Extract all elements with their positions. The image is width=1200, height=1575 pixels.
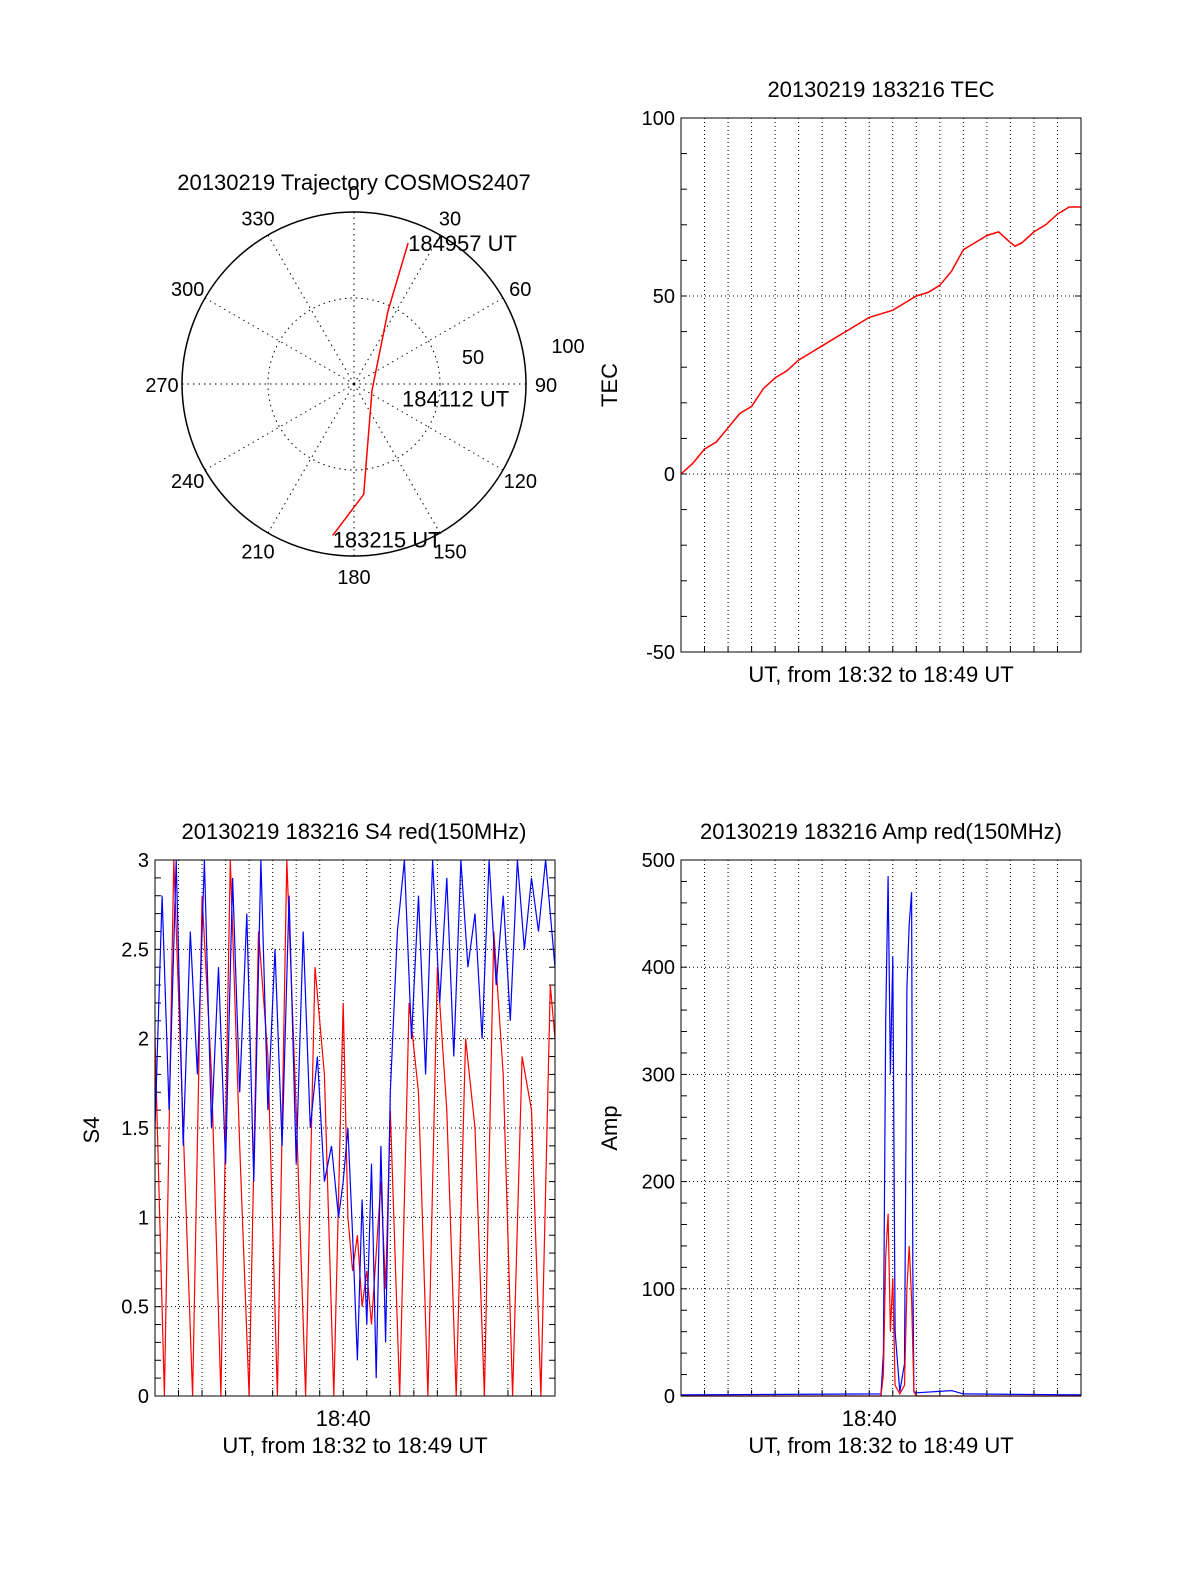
amp-red-series-line xyxy=(681,1213,1081,1397)
polar-spoke xyxy=(353,234,441,385)
amp-y-label: Amp xyxy=(597,1105,622,1150)
s4-y-tick-label: 3 xyxy=(138,850,149,872)
tec-series-line xyxy=(680,206,1081,475)
amp-y-tick-label: 400 xyxy=(642,957,675,979)
s4-y-label: S4 xyxy=(79,1117,104,1144)
polar-spoke xyxy=(267,234,355,385)
amp-x-tick-label: 18:40 xyxy=(842,1406,897,1431)
polar-azimuth-label: 300 xyxy=(171,279,204,301)
amp-title: 20130219 183216 Amp red(150MHz) xyxy=(700,819,1062,844)
s4-y-tick-label: 2 xyxy=(138,1029,149,1051)
polar-azimuth-label: 60 xyxy=(509,279,531,301)
s4-x-label: UT, from 18:32 to 18:49 UT xyxy=(222,1433,487,1458)
amp-plot-frame xyxy=(680,859,1082,1397)
polar-spoke xyxy=(353,383,504,471)
s4-plot-frame xyxy=(154,859,556,1397)
s4-y-tick-label: 0 xyxy=(138,1386,149,1408)
amp-y-tick-label: 300 xyxy=(642,1064,675,1086)
s4-y-tick-label: 1.5 xyxy=(121,1118,149,1140)
tec-y-tick-label: 50 xyxy=(653,286,675,308)
amp-y-tick-label: 200 xyxy=(642,1172,675,1194)
polar-grid xyxy=(181,211,527,557)
polar-azimuth-labels: 0 30 60 90 120 150 180 210 240 270 300 330 xyxy=(145,183,557,589)
s4-title: 20130219 183216 S4 red(150MHz) xyxy=(182,819,527,844)
amp-y-tick-label: 100 xyxy=(642,1279,675,1301)
s4-y-tick-labels: 0 0.5 1 1.5 2 2.5 3 xyxy=(121,850,149,1408)
s4-y-tick-label: 1 xyxy=(138,1207,149,1229)
polar-radial-label-50: 50 xyxy=(462,347,484,369)
tec-y-tick-label: 0 xyxy=(664,464,675,486)
polar-spoke xyxy=(353,297,504,385)
polar-azimuth-label: 270 xyxy=(145,375,178,397)
amp-grid xyxy=(681,860,1081,1396)
polar-title: 20130219 Trajectory COSMOS2407 xyxy=(177,170,530,195)
s4-y-tick-label: 2.5 xyxy=(121,939,149,961)
polar-panel: 20130219 Trajectory COSMOS2407 0 30 60 90 12… xyxy=(145,170,584,589)
tec-title: 20130219 183216 TEC xyxy=(767,77,994,102)
polar-inner-circle xyxy=(267,297,441,471)
tec-panel: 20130219 183216 TEC -50 0 50 100 UT, from 1… xyxy=(597,77,1082,687)
s4-x-tick-label: 18:40 xyxy=(316,1406,371,1431)
amp-panel: 20130219 183216 Amp red(150MHz) 0 100 200 3… xyxy=(597,819,1082,1458)
trajectory-start-label: 183215 UT xyxy=(333,527,442,552)
polar-azimuth-label: 0 xyxy=(348,183,359,205)
s4-grid xyxy=(155,860,555,1396)
tec-y-tick-label: -50 xyxy=(646,642,675,664)
polar-azimuth-label: 30 xyxy=(439,209,461,231)
tec-plot-frame xyxy=(680,117,1082,653)
polar-azimuth-label: 240 xyxy=(171,471,204,493)
polar-spoke xyxy=(267,383,355,534)
s4-panel: 20130219 183216 S4 red(150MHz) 0 0.5 1 1.5 2… xyxy=(79,819,556,1458)
polar-azimuth-label: 330 xyxy=(241,209,274,231)
s4-blue-series-line xyxy=(154,859,556,1379)
polar-spoke xyxy=(204,383,355,471)
tec-x-label: UT, from 18:32 to 18:49 UT xyxy=(748,662,1013,687)
amp-blue-series-line xyxy=(680,876,1082,1396)
tec-y-tick-labels: -50 0 50 100 xyxy=(642,108,675,664)
polar-spoke xyxy=(353,383,441,534)
polar-azimuth-label: 120 xyxy=(504,471,537,493)
tec-y-label: TEC xyxy=(597,363,622,407)
polar-azimuth-label: 180 xyxy=(337,567,370,589)
trajectory-end-label: 184957 UT xyxy=(408,231,517,256)
s4-y-tick-label: 0.5 xyxy=(121,1297,149,1319)
amp-x-label: UT, from 18:32 to 18:49 UT xyxy=(748,1433,1013,1458)
amp-y-tick-label: 500 xyxy=(642,850,675,872)
amp-y-tick-label: 0 xyxy=(664,1386,675,1408)
polar-azimuth-label: 90 xyxy=(535,375,557,397)
polar-azimuth-label: 210 xyxy=(241,541,274,563)
polar-radial-label-100: 100 xyxy=(551,336,584,358)
tec-y-tick-label: 100 xyxy=(642,108,675,130)
trajectory-line xyxy=(332,242,409,536)
amp-y-tick-labels: 0 100 200 300 400 500 xyxy=(642,850,675,1408)
amp-x-tick-labels: 18:40 xyxy=(842,1406,897,1431)
tec-grid xyxy=(681,118,1081,652)
s4-x-tick-labels: 18:40 xyxy=(316,1406,371,1431)
polar-azimuth-label: 150 xyxy=(433,541,466,563)
polar-spoke xyxy=(204,297,355,385)
trajectory-mid-label: 184112 UT xyxy=(402,387,509,412)
